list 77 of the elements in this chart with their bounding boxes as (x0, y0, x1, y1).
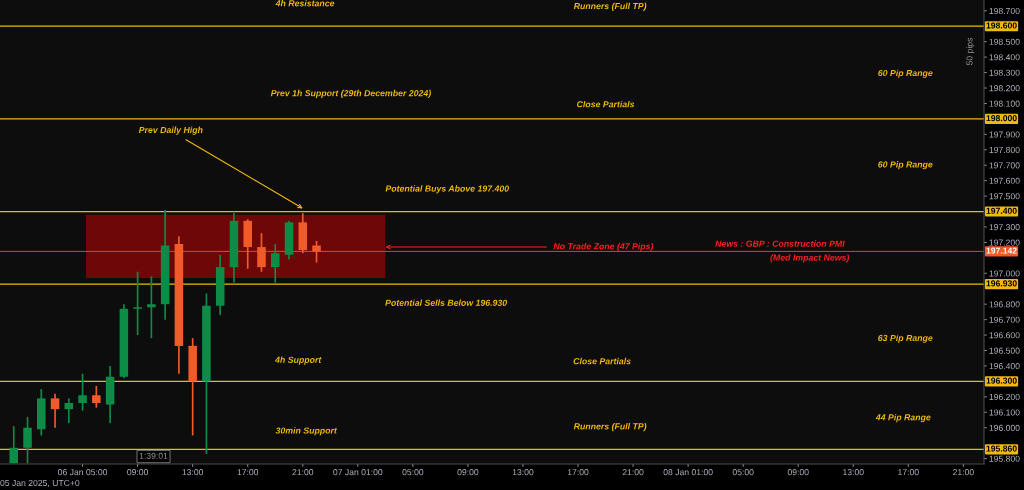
annotation: Close Partials (577, 100, 635, 108)
annotation: 60 Pip Range (878, 161, 933, 170)
y-tick-label: 195.800 (989, 455, 1020, 462)
y-tick-label: 198.500 (989, 38, 1020, 45)
candlestick (270, 243, 280, 284)
x-tick-label: 13:00 (512, 469, 534, 476)
x-tick-label: 05:00 (402, 469, 424, 476)
candlestick (133, 270, 142, 336)
x-tick-label: 17:00 (898, 469, 919, 476)
x-tick-label: 09:00 (787, 469, 809, 476)
y-tick-label: 198.400 (989, 54, 1020, 61)
x-tick-label: 08 Jan 01:00 (663, 469, 713, 476)
y-tick-label: 197.500 (989, 193, 1020, 200)
ref-line-label: 197.142 (986, 247, 1017, 254)
x-tick-label: 06 Jan 05:00 (58, 469, 108, 476)
y-tick-label: 197.600 (989, 177, 1020, 184)
x-tick-label: 09:00 (127, 469, 149, 476)
x-tick-label: 13:00 (843, 469, 864, 476)
annotation: Prev 1h Support (29th December 2024) (270, 89, 431, 98)
annotation: 44 Pip Range (875, 413, 931, 423)
annotation: No Trade Zone (47 Pips) (553, 242, 654, 252)
x-tick-label: 21:00 (953, 469, 974, 476)
y-tick-label: 197.300 (989, 224, 1020, 231)
y-tick-label: 196.500 (989, 347, 1020, 354)
y-tick-label: 197.200 (989, 239, 1020, 246)
x-axis-title: 05 Jan 2025, UTC+0 (0, 479, 80, 488)
y-tick-label: 197.700 (989, 162, 1020, 169)
y-tick-label: 196.400 (989, 363, 1020, 370)
y-tick-label: 197.800 (989, 146, 1020, 153)
annotation: Close Partials (573, 357, 631, 365)
y-tick-label: 196.000 (989, 424, 1020, 431)
x-tick-label: 07 Jan 01:00 (333, 469, 383, 476)
annotation: News : GBP : Construction PMI (715, 240, 845, 247)
y-tick-label: 198.100 (989, 100, 1020, 107)
annotation: 60 Pip Range (878, 69, 933, 78)
annotation: 50 pips (966, 37, 975, 66)
x-tick-label: 21:00 (292, 469, 314, 476)
ref-line-label: 197.400 (986, 207, 1017, 214)
y-tick-label: 197.900 (989, 131, 1020, 138)
annotation: Potential Sells Below 196.930 (385, 299, 508, 306)
x-tick-label: 13:00 (182, 469, 204, 476)
x-tick-label: 21:00 (622, 469, 644, 476)
ref-line-label: 196.300 (986, 377, 1017, 384)
ref-line-label: 198.600 (986, 22, 1017, 29)
x-tick-label: 17:00 (567, 469, 589, 476)
annotation: 1:39:01 (139, 452, 168, 459)
x-tick-label: 09:00 (457, 469, 479, 476)
annotation: (Med Impact News) (770, 254, 850, 263)
annotation: 63 Pip Range (878, 334, 933, 343)
y-tick-label: 197.000 (989, 270, 1020, 277)
y-tick-label: 196.600 (989, 332, 1020, 339)
x-tick-label: 17:00 (237, 469, 259, 476)
annotation: 4h Support (274, 356, 322, 365)
y-tick-label: 198.200 (989, 85, 1020, 92)
y-tick-label: 196.700 (989, 316, 1020, 323)
y-tick-label: 198.300 (989, 69, 1020, 76)
candlestick (92, 385, 101, 409)
y-tick-label: 196.800 (989, 301, 1020, 308)
y-tick-label: 198.700 (989, 7, 1020, 15)
annotation: Potential Buys Above 197.400 (385, 185, 510, 194)
x-tick-label: 05:00 (732, 469, 754, 476)
candlestick (78, 372, 87, 412)
annotation: 4h Resistance (275, 0, 335, 7)
candlestick (23, 416, 32, 464)
annotation: Prev Daily High (138, 126, 203, 135)
annotation: 30min Support (275, 427, 338, 436)
annotation: Runners (Full TP) (573, 423, 647, 432)
ref-line-label: 195.860 (986, 445, 1017, 452)
y-tick-label: 196.200 (989, 393, 1020, 401)
y-tick-label: 196.100 (989, 409, 1020, 416)
ref-line-label: 198.000 (986, 115, 1017, 122)
candlestick (50, 392, 60, 429)
candlestick (9, 425, 19, 464)
candlestick (64, 397, 74, 424)
candlestick (147, 275, 156, 339)
annotation: Runners (Full TP) (573, 2, 647, 11)
ref-line-label: 196.930 (986, 280, 1017, 287)
